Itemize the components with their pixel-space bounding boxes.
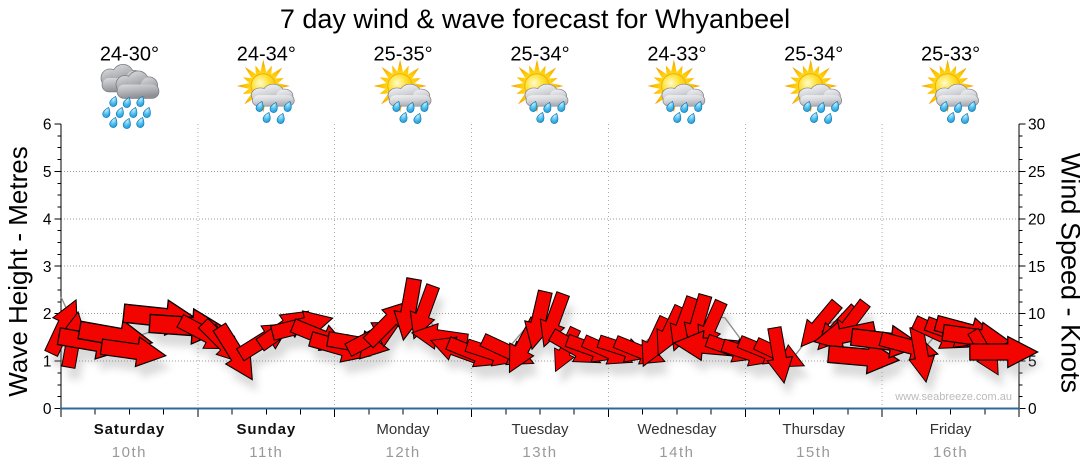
svg-text:16th: 16th bbox=[933, 444, 968, 461]
svg-text:14th: 14th bbox=[659, 444, 694, 461]
svg-text:10: 10 bbox=[1028, 306, 1046, 323]
svg-text:25-35°: 25-35° bbox=[374, 44, 433, 66]
svg-text:15: 15 bbox=[1028, 259, 1045, 276]
svg-text:13th: 13th bbox=[522, 444, 557, 461]
svg-text:0: 0 bbox=[43, 401, 52, 418]
svg-text:25-33°: 25-33° bbox=[921, 44, 980, 66]
svg-text:1: 1 bbox=[43, 354, 52, 371]
svg-text:2: 2 bbox=[43, 306, 52, 323]
svg-text:0: 0 bbox=[1028, 401, 1037, 418]
svg-text:Wave Height - Metres: Wave Height - Metres bbox=[3, 146, 33, 396]
svg-text:15th: 15th bbox=[796, 444, 831, 461]
svg-text:24-34°: 24-34° bbox=[237, 44, 296, 66]
svg-text:11th: 11th bbox=[249, 444, 283, 461]
svg-text:Friday: Friday bbox=[930, 421, 972, 438]
svg-text:10th: 10th bbox=[112, 444, 147, 461]
svg-text:24-30°: 24-30° bbox=[100, 44, 159, 66]
svg-text:Sunday: Sunday bbox=[237, 421, 297, 438]
svg-text:5: 5 bbox=[43, 164, 52, 181]
svg-text:www.seabreeze.com.au: www.seabreeze.com.au bbox=[894, 391, 1012, 403]
svg-text:20: 20 bbox=[1028, 211, 1046, 228]
svg-text:3: 3 bbox=[43, 259, 52, 276]
svg-text:7 day wind & wave forecast for: 7 day wind & wave forecast for Whyanbeel bbox=[280, 4, 790, 34]
svg-text:24-33°: 24-33° bbox=[647, 44, 706, 66]
svg-text:Thursday: Thursday bbox=[782, 421, 845, 438]
svg-text:Tuesday: Tuesday bbox=[512, 421, 569, 438]
svg-text:Wednesday: Wednesday bbox=[637, 421, 716, 438]
svg-text:30: 30 bbox=[1028, 117, 1046, 134]
svg-text:6: 6 bbox=[43, 117, 52, 134]
svg-text:Saturday: Saturday bbox=[94, 421, 165, 438]
svg-text:25: 25 bbox=[1028, 164, 1045, 181]
svg-text:4: 4 bbox=[43, 211, 52, 228]
svg-text:12th: 12th bbox=[385, 444, 420, 461]
svg-text:Wind Speed - Knots: Wind Speed - Knots bbox=[1056, 153, 1080, 393]
svg-text:25-34°: 25-34° bbox=[510, 44, 569, 66]
svg-text:Monday: Monday bbox=[376, 421, 430, 438]
svg-text:25-34°: 25-34° bbox=[784, 44, 843, 66]
